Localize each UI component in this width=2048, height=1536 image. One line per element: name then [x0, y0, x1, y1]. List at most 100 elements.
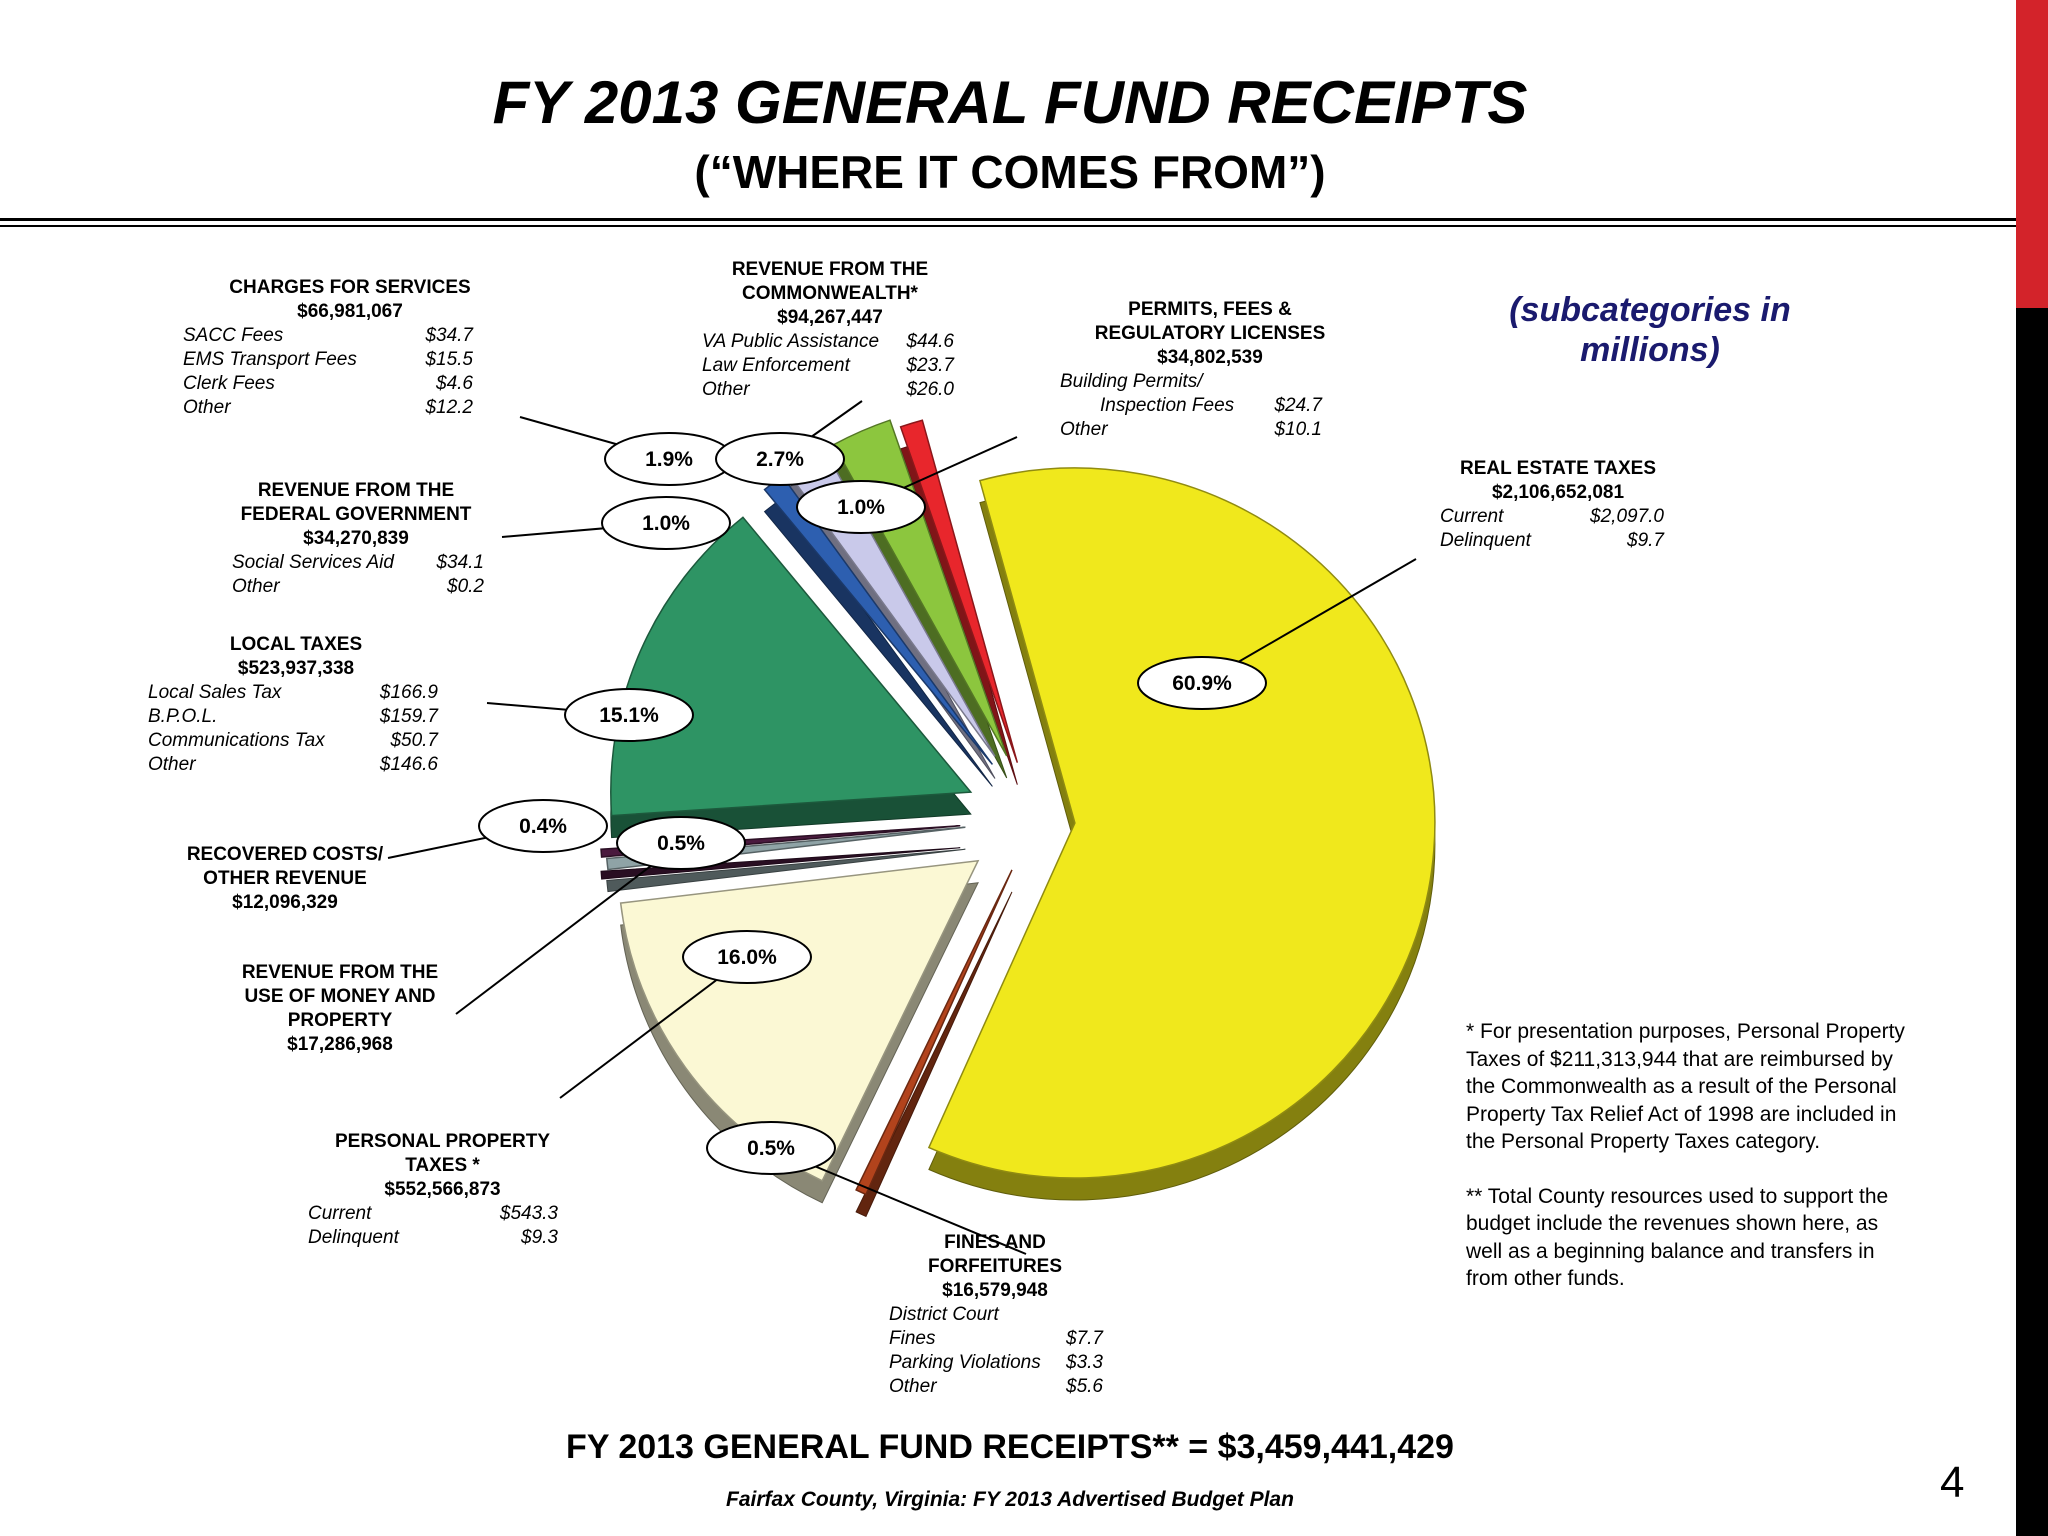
pct-label: 2.7% [756, 448, 804, 471]
pct-label: 16.0% [717, 946, 777, 969]
sub-name: Current [308, 1203, 372, 1224]
sub-value: $2,097.0 [1590, 506, 1664, 527]
label-revenue-commonwealth: REVENUE FROM THE COMMONWEALTH* $94,267,4… [690, 258, 970, 402]
label-heading: REVENUE FROM THE [241, 962, 439, 983]
label-heading-2: USE OF MONEY AND [244, 986, 436, 1007]
pct-label: 0.5% [657, 832, 705, 855]
label-heading: PERMITS, FEES & [1128, 299, 1292, 320]
sub-name: Communications Tax [148, 730, 325, 751]
sub-value: $4.6 [436, 373, 473, 394]
footnote-total-resources: ** Total County resources used to suppor… [1466, 1184, 1889, 1291]
label-real-estate-taxes: REAL ESTATE TAXES $2,106,652,081 Current… [1440, 457, 1676, 553]
label-personal-property-taxes: PERSONAL PROPERTY TAXES * $552,566,873 C… [305, 1130, 580, 1250]
label-permits-fees: PERMITS, FEES & REGULATORY LICENSES $34,… [1060, 298, 1360, 442]
sub-name: Other [232, 576, 280, 597]
header-rule-bottom [0, 225, 2016, 227]
sub-value: $0.2 [447, 576, 484, 597]
sub-name: Other [148, 754, 196, 775]
label-heading: PERSONAL PROPERTY [334, 1131, 551, 1152]
sidebar-black-bar [2016, 308, 2048, 1536]
footnotes: * For presentation purposes, Personal Pr… [1466, 1018, 1906, 1293]
chart-title: FY 2013 GENERAL FUND RECEIPTS [492, 69, 1528, 136]
label-heading-2: COMMONWEALTH* [742, 283, 918, 304]
pct-label-bubble [616, 816, 746, 870]
pie-slice [899, 419, 1019, 763]
subcategory-table: Current $543.3 Delinquent $9.3 [308, 1202, 558, 1250]
pie-slice [927, 467, 1436, 1179]
label-amount: $2,106,652,081 [1491, 482, 1625, 503]
sub-name: Current [1440, 506, 1504, 527]
label-heading-2: TAXES * [405, 1155, 480, 1176]
label-amount: $34,270,839 [303, 528, 409, 549]
sub-name: Inspection Fees [1100, 395, 1235, 416]
sub-value: $166.9 [379, 682, 438, 703]
pie-slice [855, 869, 1013, 1196]
pct-label: 1.9% [645, 448, 693, 471]
pct-label: 15.1% [599, 704, 659, 727]
sub-value: $12.2 [425, 397, 473, 418]
sub-value: $543.3 [499, 1203, 558, 1224]
subcategory-note: (subcategories in millions) [1450, 290, 1850, 370]
label-heading: FINES AND [944, 1232, 1046, 1253]
label-heading: CHARGES FOR SERVICES [229, 277, 471, 298]
sub-value: $159.7 [379, 706, 438, 727]
sub-name: Social Services Aid [232, 552, 394, 573]
sidebar-red-bar [2016, 0, 2048, 308]
pct-label: 1.0% [642, 512, 690, 535]
sub-name: District Court [889, 1304, 999, 1325]
label-heading: REVENUE FROM THE [257, 480, 455, 501]
sub-value: $23.7 [906, 355, 954, 376]
label-heading-2: FORFEITURES [927, 1256, 1063, 1277]
chart-subtitle: (“WHERE IT COMES FROM”) [694, 146, 1326, 198]
total-receipts: FY 2013 GENERAL FUND RECEIPTS** = $3,459… [566, 1428, 1454, 1466]
sub-value: $24.7 [1274, 395, 1322, 416]
pct-label-bubble [1137, 656, 1267, 710]
label-amount: $12,096,329 [232, 892, 338, 913]
label-fines-forfeitures: FINES AND FORFEITURES $16,579,948 Distri… [880, 1231, 1110, 1399]
label-heading-3: PROPERTY [287, 1010, 393, 1031]
pct-label-bubble [564, 688, 694, 742]
pct-label-bubble [682, 930, 812, 984]
sub-value: $26.0 [906, 379, 954, 400]
pie-slice-depth [855, 891, 1013, 1218]
sub-value: $15.5 [425, 349, 473, 370]
sub-name: Parking Violations [889, 1352, 1041, 1373]
label-amount: $17,286,968 [287, 1034, 393, 1055]
sub-name: Delinquent [308, 1227, 399, 1248]
subcategory-note-line1: (subcategories in [1509, 291, 1791, 329]
subcategory-table: Social Services Aid $34.1 Other $0.2 [232, 551, 484, 599]
sub-value: $10.1 [1274, 419, 1322, 440]
pct-label-bubble [478, 799, 608, 853]
label-revenue-federal: REVENUE FROM THE FEDERAL GOVERNMENT $34,… [226, 479, 486, 599]
subcategory-table: VA Public Assistance $44.6 Law Enforcemen… [702, 330, 954, 402]
pct-label: 1.0% [837, 496, 885, 519]
subcategory-table: District Court Fines $7.7 Parking Violati… [889, 1303, 1103, 1399]
pie-slice [610, 516, 973, 817]
label-heading-2: REGULATORY LICENSES [1094, 323, 1326, 344]
sub-name: Law Enforcement [702, 355, 850, 376]
sub-value: $9.7 [1627, 530, 1664, 551]
label-heading: LOCAL TAXES [229, 634, 363, 655]
subcategory-note-line2: millions) [1580, 331, 1720, 369]
label-charges-for-services: CHARGES FOR SERVICES $66,981,067 SACC Fe… [180, 276, 520, 420]
sub-value: $34.1 [436, 552, 484, 573]
pie-slice-depth [606, 848, 966, 893]
sub-value: $50.7 [390, 730, 438, 751]
sub-name: B.P.O.L. [148, 706, 218, 727]
label-amount: $523,937,338 [237, 658, 355, 679]
footnote-personal-property: * For presentation purposes, Personal Pr… [1466, 1020, 1905, 1153]
label-amount: $34,802,539 [1157, 347, 1263, 368]
label-amount: $66,981,067 [297, 301, 403, 322]
label-heading-2: FEDERAL GOVERNMENT [240, 504, 472, 525]
sub-value [1049, 1303, 1103, 1327]
label-recovered-costs: RECOVERED COSTS/ OTHER REVENUE $12,096,3… [170, 843, 400, 915]
sub-value: $5.6 [1066, 1376, 1103, 1397]
label-heading-2: OTHER REVENUE [203, 868, 367, 889]
subcategory-table: Local Sales Tax $166.9 B.P.O.L. $159.7 Com… [148, 681, 438, 777]
sub-name: SACC Fees [183, 325, 284, 346]
pct-label-bubble [601, 496, 731, 550]
sub-name: Clerk Fees [183, 373, 275, 394]
pie-slice-depth [600, 847, 961, 880]
sub-value: $34.7 [425, 325, 473, 346]
